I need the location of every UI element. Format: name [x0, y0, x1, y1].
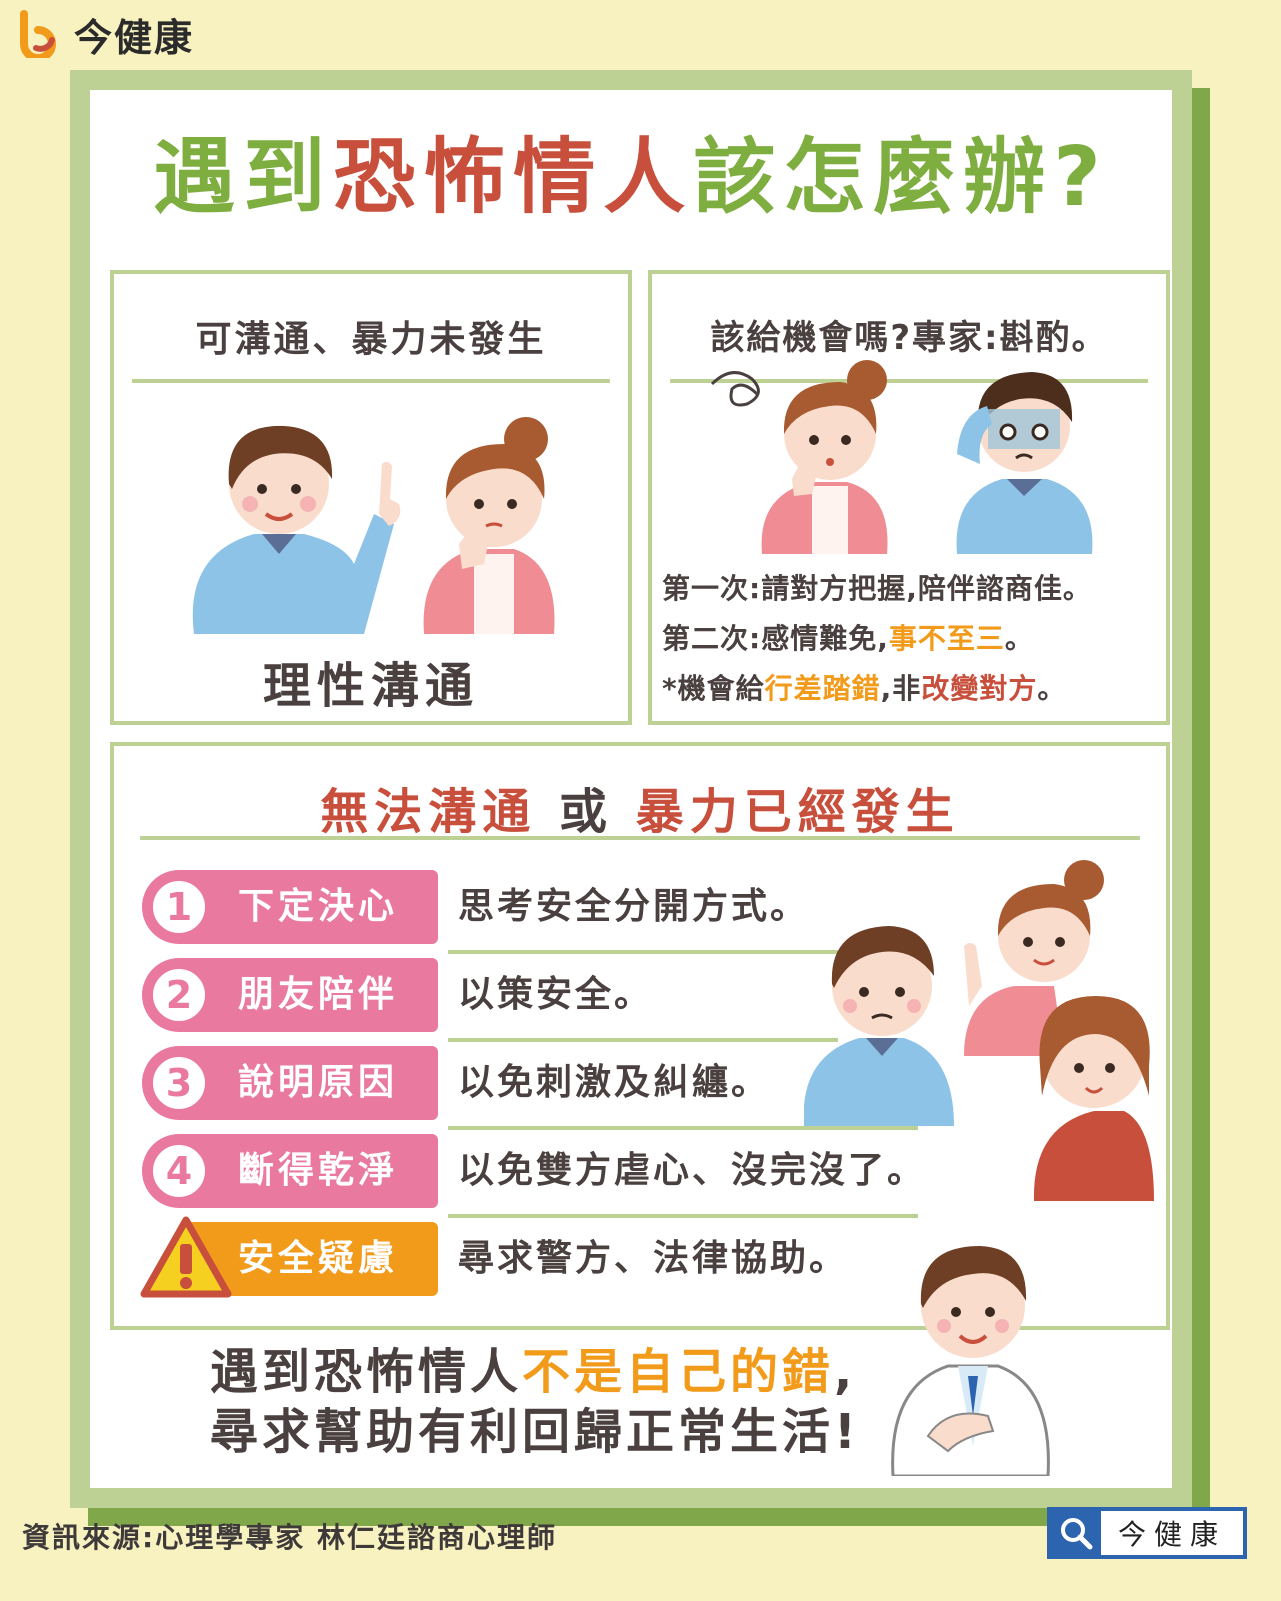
- tip-2-prefix: 第二次:感情難免,: [662, 622, 889, 655]
- tip-3-suffix: 。: [1037, 672, 1067, 705]
- title-part-1: 遇到: [153, 130, 334, 225]
- left-box-heading: 可溝通、暴力未發生: [195, 319, 547, 360]
- poster-title: 遇到恐怖情人該怎麼辦?: [90, 128, 1172, 228]
- right-box-heading: 該給機會嗎?專家:斟酌。: [710, 318, 1108, 358]
- closing-prefix: 遇到恐怖情人: [210, 1344, 523, 1400]
- step-text: 尋求警方、法律協助。: [458, 1238, 849, 1279]
- step-2: 2 朋友陪伴 以策安全。: [142, 958, 1042, 1042]
- give-chance-box: 該給機會嗎?專家:斟酌。 第一次:請對方把握,陪伴諮商佳。 第二次:感情難免,事…: [648, 270, 1170, 725]
- doctor-illustration: [891, 1246, 1050, 1476]
- divider: [670, 379, 1148, 383]
- step-label: 朋友陪伴: [238, 974, 399, 1015]
- step-text: 以策安全。: [458, 974, 654, 1015]
- heading-part-2: 或: [558, 784, 613, 840]
- step-divider: [448, 950, 838, 954]
- source-credit: 資訊來源:心理學專家 林仁廷諮商心理師: [22, 1521, 557, 1554]
- violence-occurred-box: 無法溝通 或 暴力已經發生 1 下定決心 思考安全分開方式。 2 朋友陪伴 以策…: [110, 742, 1170, 1330]
- divider: [132, 379, 610, 383]
- step-label: 安全疑慮: [238, 1238, 399, 1279]
- step-label: 下定決心: [238, 886, 399, 927]
- search-icon[interactable]: [1051, 1511, 1101, 1555]
- closing-line-1: 遇到恐怖情人不是自己的錯,: [210, 1342, 910, 1402]
- tip-2: 第二次:感情難免,事不至三。: [662, 614, 1156, 664]
- brand-logo: 今健康: [14, 10, 194, 60]
- step-number: 3: [146, 1050, 212, 1116]
- step-3: 3 說明原因 以免刺激及糾纏。: [142, 1046, 1042, 1130]
- closing-suffix: ,: [834, 1344, 857, 1400]
- brand-mark-icon: [20, 10, 56, 58]
- step-divider: [448, 1038, 838, 1042]
- rational-communication-box: 可溝通、暴力未發生 理性溝通: [110, 270, 632, 725]
- brand-name: 今健康: [74, 15, 195, 60]
- tip-2-highlight: 事不至三: [888, 622, 1005, 655]
- tip-3-highlight-2: 改變對方: [921, 672, 1038, 705]
- step-label: 斷得乾淨: [238, 1150, 399, 1191]
- title-part-2: 恐怖情人: [333, 130, 694, 225]
- step-divider: [448, 1214, 918, 1218]
- tip-1: 第一次:請對方把握,陪伴諮商佳。: [662, 572, 1092, 605]
- closing-line-2: 尋求幫助有利回歸正常生活!: [210, 1404, 860, 1460]
- step-text: 思考安全分開方式。: [458, 886, 810, 927]
- title-part-3: 該怎麼辦?: [693, 130, 1109, 225]
- step-divider: [448, 1126, 918, 1130]
- step-label: 說明原因: [238, 1062, 399, 1103]
- divider: [140, 836, 1140, 840]
- tip-3: *機會給行差踏錯,非改變對方。: [662, 664, 1156, 714]
- warning-icon: [140, 1216, 232, 1298]
- search-badge[interactable]: 今健康: [1047, 1507, 1247, 1559]
- step-text: 以免雙方虐心、沒完沒了。: [458, 1150, 927, 1191]
- tip-3-middle: ,非: [880, 672, 922, 705]
- friends-support-illustration: [804, 860, 1154, 1201]
- step-number: 2: [146, 962, 212, 1028]
- heading-part-3: 暴力已經發生: [635, 784, 960, 840]
- left-box-footer: 理性溝通: [262, 658, 479, 714]
- heading-part-1: 無法溝通: [320, 784, 537, 840]
- tip-3-highlight: 行差踏錯: [764, 672, 881, 705]
- tip-3-prefix: *機會給: [662, 672, 765, 705]
- step-safety: 安全疑慮 尋求警方、法律協助。: [140, 1216, 1042, 1298]
- couple-talking-illustration: [192, 417, 555, 634]
- bottom-box-heading: 無法溝通 或 暴力已經發生: [114, 772, 1166, 842]
- step-4: 4 斷得乾淨 以免雙方虐心、沒完沒了。: [142, 1134, 1042, 1218]
- step-text: 以免刺激及糾纏。: [458, 1062, 771, 1103]
- search-label: 今健康: [1117, 1518, 1226, 1551]
- step-number: 1: [146, 874, 212, 940]
- closing-highlight: 不是自己的錯: [522, 1344, 835, 1400]
- tip-2-suffix: 。: [1004, 622, 1034, 655]
- tips-list: 第一次:請對方把握,陪伴諮商佳。 第二次:感情難免,事不至三。 *機會給行差踏錯…: [662, 564, 1156, 714]
- closing-message: 遇到恐怖情人不是自己的錯, 尋求幫助有利回歸正常生活!: [210, 1342, 910, 1462]
- step-number: 4: [146, 1138, 212, 1204]
- worried-couple-illustration: [710, 360, 1093, 554]
- step-1: 1 下定決心 思考安全分開方式。: [142, 870, 1042, 954]
